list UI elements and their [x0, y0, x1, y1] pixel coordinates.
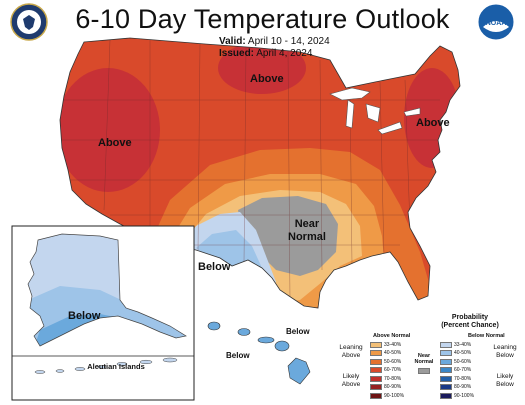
legend-above-label: 90-100%: [384, 392, 405, 399]
date-block: Valid: April 10 - 14, 2024 Issued: April…: [219, 36, 330, 60]
legend-below-label: 40-50%: [454, 350, 472, 356]
valid-value: April 10 - 14, 2024: [247, 36, 330, 47]
noaa-logo-icon: NOAA: [477, 3, 515, 41]
lake-michigan: [345, 99, 355, 129]
legend-likely-below: Likely Below: [496, 373, 514, 388]
legend-below-label: 33-40%: [454, 341, 472, 348]
maui: [274, 340, 290, 352]
commerce-seal-icon: [10, 3, 48, 41]
legend-above-label: 33-40%: [384, 341, 402, 348]
legend-below-swatch: [440, 392, 452, 399]
legend-below-label: 70-80%: [454, 375, 472, 382]
label-above-east: Above: [416, 117, 450, 129]
svg-text:NOAA: NOAA: [486, 20, 507, 27]
legend-below-row: 40-50%: [440, 350, 471, 357]
legend-below-swatch: [440, 367, 452, 373]
valid-line: Valid: April 10 - 14, 2024: [219, 36, 330, 48]
legend-above-swatch: [370, 384, 382, 390]
legend-below-head: Below Normal: [468, 333, 505, 339]
legend-below-label: 80-90%: [454, 384, 472, 390]
state-borders: [60, 39, 440, 301]
legend-below-label: 60-70%: [454, 367, 472, 373]
legend-above-label: 80-90%: [384, 384, 402, 390]
legend-above-label: 70-80%: [384, 375, 402, 382]
kauai: [207, 321, 221, 331]
lake-superior: [329, 87, 371, 101]
label-above-west: Above: [98, 137, 132, 149]
issued-value: April 4, 2024: [256, 48, 313, 59]
issued-label: Issued:: [219, 48, 255, 59]
page-title: 6-10 Day Temperature Outlook: [75, 4, 450, 34]
molokai: [257, 336, 275, 344]
legend-leaning-above: Leaning Above: [339, 344, 363, 359]
label-below-hawaii-1: Below: [286, 327, 310, 336]
label-above-north: Above: [250, 73, 284, 85]
legend-leaning-below: Leaning Below: [493, 344, 517, 359]
legend-above-swatch: [370, 392, 382, 399]
above-70-80-west: [60, 68, 160, 192]
legend-near-head: Near Normal: [414, 353, 434, 365]
legend-below-row: 80-90%: [440, 384, 471, 391]
aleutian-islands: [34, 357, 178, 374]
valid-label: Valid:: [219, 36, 246, 47]
legend-above-label: 60-70%: [384, 367, 402, 373]
legend-above-row: 50-60%: [370, 358, 401, 365]
legend-above-row: 90-100%: [370, 392, 404, 399]
label-near-normal: Near Normal: [288, 218, 326, 243]
big-island: [287, 357, 311, 385]
legend-above-swatch: [370, 358, 382, 365]
above-70-80-north: [218, 42, 306, 94]
legend-above-row: 33-40%: [370, 341, 401, 348]
label-below-texas: Below: [198, 261, 231, 273]
issued-line: Issued: April 4, 2024: [219, 48, 330, 60]
label-below-alaska: Below: [68, 310, 101, 322]
legend-below-swatch: [440, 341, 452, 348]
legend-above-label: 40-50%: [384, 350, 402, 356]
legend-below-swatch: [440, 375, 452, 382]
legend-above-head: Above Normal: [373, 333, 411, 339]
legend-likely-above: Likely Above: [341, 373, 361, 388]
legend-below-row: 90-100%: [440, 392, 474, 399]
lake-erie: [377, 121, 403, 135]
legend-below-label: 90-100%: [454, 392, 475, 399]
legend-above-row: 40-50%: [370, 350, 401, 357]
alaska-outline: [27, 233, 187, 347]
legend-below-row: 50-60%: [440, 358, 471, 365]
legend-below-swatch: [440, 384, 452, 390]
great-lakes: [329, 87, 421, 135]
legend-below-row: 33-40%: [440, 341, 471, 348]
legend-near-swatch: [418, 368, 430, 374]
legend-above-row: 80-90%: [370, 384, 401, 391]
label-below-hawaii-2: Below: [226, 351, 250, 360]
legend-below-swatch: [440, 350, 452, 356]
legend-above-row: 70-80%: [370, 375, 401, 382]
legend-above-swatch: [370, 341, 382, 348]
legend-above-label: 50-60%: [384, 358, 402, 365]
hawaii-islands: [207, 321, 311, 385]
legend-above-swatch: [370, 350, 382, 356]
legend-above-row: 60-70%: [370, 367, 401, 374]
label-aleutian-islands: Aleutian Islands: [87, 362, 145, 371]
legend-below-row: 70-80%: [440, 375, 471, 382]
legend-below-label: 50-60%: [454, 358, 472, 365]
legend-above-swatch: [370, 375, 382, 382]
legend-below-swatch: [440, 358, 452, 365]
lake-ontario: [403, 107, 421, 117]
legend-title: Probability (Percent Chance): [441, 314, 499, 329]
lake-huron: [365, 103, 381, 123]
oahu: [237, 328, 251, 336]
legend-above-swatch: [370, 367, 382, 373]
legend-below-row: 60-70%: [440, 367, 471, 374]
